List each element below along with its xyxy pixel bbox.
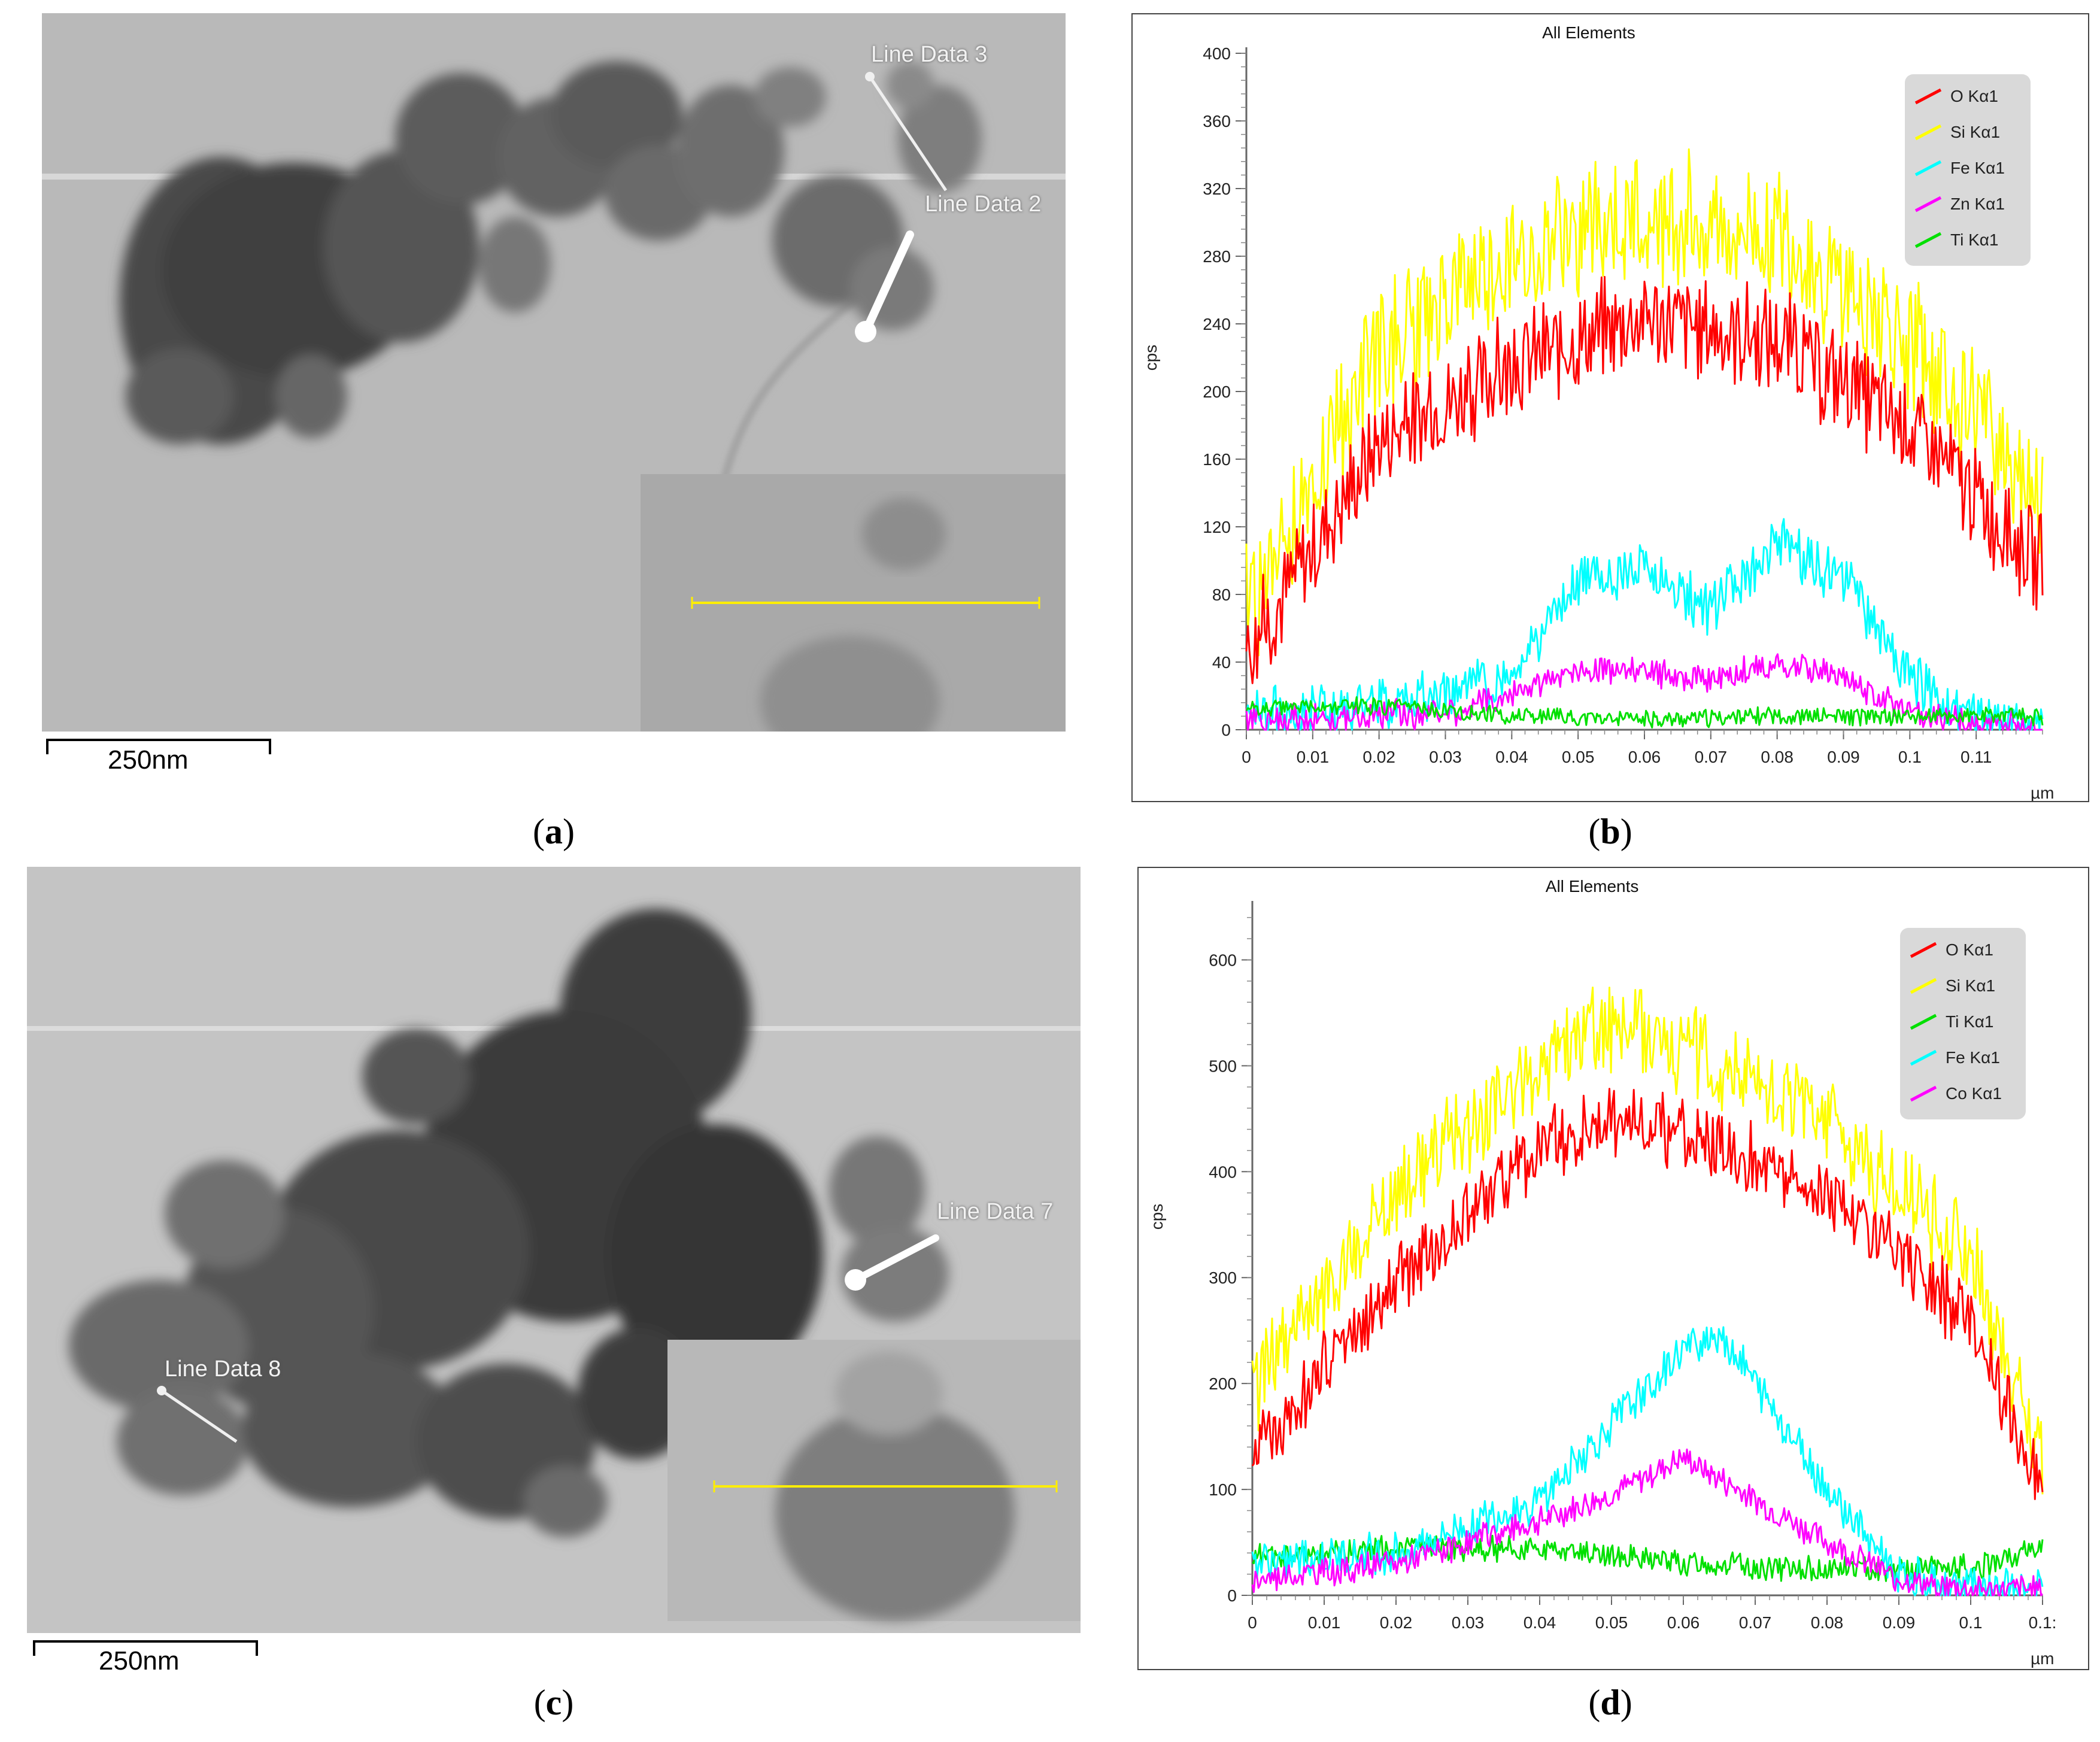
series-line [1245, 653, 2043, 731]
y-tick-label: 320 [1203, 180, 1231, 198]
x-tick-label: 0.1 [1898, 748, 1922, 766]
legend-swatch [1914, 124, 1942, 141]
scale-bar-a [46, 738, 274, 758]
x-tick-label: 0.03 [1452, 1613, 1485, 1632]
y-axis-label: cps [1142, 345, 1160, 371]
legend-swatch [1914, 160, 1942, 177]
y-axis-label: cps [1148, 1204, 1166, 1230]
x-tick-label: 0.1: [2029, 1613, 2057, 1632]
x-tick-label: 0.09 [1883, 1613, 1916, 1632]
x-tick-label: 0.05 [1595, 1613, 1628, 1632]
line-data-label: Line Data 2 [925, 192, 1042, 217]
legend-entry: Si Kα1 [1946, 976, 1995, 995]
legend-swatch [1910, 1013, 1937, 1030]
y-tick-label: 280 [1203, 247, 1231, 266]
chart-title: All Elements [1546, 877, 1639, 896]
legend-swatch [1914, 232, 1942, 248]
x-tick-label: 0.06 [1628, 748, 1661, 766]
x-tick-label: 0.07 [1739, 1613, 1772, 1632]
y-tick-label: 300 [1209, 1268, 1237, 1287]
tem-image-c-graphic [27, 867, 1081, 1633]
chart-b-svg: All Elements cps µm 0 40 80 120 160 200 240 280 320… [1142, 23, 2054, 801]
legend-swatch [1910, 1085, 1937, 1102]
x-tick-label: 0.09 [1827, 748, 1860, 766]
scale-bar-label-a: 250nm [108, 745, 189, 775]
y-tick-label: 400 [1209, 1163, 1237, 1181]
y-tick-label: 200 [1209, 1374, 1237, 1393]
x-axis-unit: µm [2031, 1649, 2054, 1668]
legend-swatch [1910, 942, 1937, 958]
chart-d: All Elements cps µm 0 100 200 300 400 500 600 0 0.0… [1137, 867, 2089, 1670]
legend-entry: Fe Kα1 [1950, 159, 2005, 177]
scale-bar-label-c: 250nm [99, 1646, 180, 1676]
legend-box [1905, 74, 2031, 266]
tem-image-c: Line Data 7 Line Data 8 [27, 867, 1081, 1633]
series-line [1251, 1326, 2044, 1597]
series-line [1251, 987, 2044, 1495]
series-line [1245, 518, 2044, 731]
x-tick-label: 0.08 [1761, 748, 1794, 766]
series-line [1251, 1448, 2044, 1597]
line-data-label: Line Data 7 [937, 1199, 1054, 1224]
chart-b: All Elements cps µm 0 40 80 120 160 200 240 280 320… [1131, 13, 2089, 802]
x-tick-label: 0.04 [1524, 1613, 1556, 1632]
series-line [1245, 696, 2044, 729]
y-tick-label: 0 [1221, 721, 1231, 739]
series-line [1251, 1088, 2044, 1500]
x-tick-label: 0.06 [1667, 1613, 1700, 1632]
y-tick-label: 160 [1203, 450, 1231, 469]
legend-entry: Si Kα1 [1950, 123, 2000, 141]
tem-image-a: Line Data 3 Line Data 2 [42, 13, 1066, 732]
x-tick-label: 0.02 [1362, 748, 1395, 766]
scale-bar-c [33, 1639, 260, 1660]
legend-swatch [1910, 978, 1937, 994]
x-tick-label: 0.02 [1380, 1613, 1413, 1632]
x-axis-unit: µm [2031, 784, 2054, 801]
line-data-label: Line Data 8 [165, 1356, 281, 1382]
legend-entry: O Kα1 [1946, 940, 1993, 959]
panel-caption-c: (c) [533, 1683, 574, 1722]
x-tick-label: 0.04 [1495, 748, 1528, 766]
series-line [1245, 148, 2044, 657]
panel-caption-d: (d) [1588, 1683, 1632, 1722]
tem-image-a-graphic [42, 13, 1066, 732]
x-tick-label: 0.07 [1695, 748, 1728, 766]
x-tick-label: 0.01 [1308, 1613, 1341, 1632]
y-tick-label: 40 [1212, 653, 1231, 672]
x-tick-label: 0 [1242, 748, 1251, 766]
y-tick-label: 400 [1203, 44, 1231, 63]
panel-caption-a: (a) [533, 812, 575, 851]
y-tick-label: 100 [1209, 1480, 1237, 1499]
line-data-label: Line Data 3 [871, 42, 988, 67]
y-tick-label: 200 [1203, 383, 1231, 401]
legend-entry: Co Kα1 [1946, 1084, 2002, 1103]
series-line [1245, 276, 2044, 684]
y-tick-label: 600 [1209, 951, 1237, 969]
x-tick-label: 0 [1248, 1613, 1257, 1632]
legend-swatch [1910, 1049, 1937, 1066]
legend-entry: Fe Kα1 [1946, 1048, 2000, 1067]
legend-swatch [1914, 88, 1942, 105]
y-tick-label: 120 [1203, 518, 1231, 536]
legend-box [1900, 928, 2026, 1119]
x-tick-label: 0.1 [1959, 1613, 1983, 1632]
legend-entry: O Kα1 [1950, 87, 1998, 105]
chart-d-svg: All Elements cps µm 0 100 200 300 400 500 600 0 0.0… [1148, 877, 2057, 1668]
y-tick-label: 360 [1203, 112, 1231, 131]
chart-title: All Elements [1542, 23, 1635, 42]
y-tick-label: 0 [1227, 1586, 1237, 1605]
legend-swatch [1914, 196, 1942, 213]
x-tick-label: 0.11 [1961, 748, 1992, 766]
y-tick-label: 500 [1209, 1057, 1237, 1075]
legend-entry: Zn Kα1 [1950, 195, 2005, 213]
x-tick-label: 0.08 [1811, 1613, 1844, 1632]
panel-caption-b: (b) [1588, 812, 1632, 851]
x-tick-label: 0.03 [1429, 748, 1462, 766]
y-tick-label: 80 [1212, 585, 1231, 604]
legend-entry: Ti Kα1 [1950, 230, 1999, 249]
y-tick-label: 240 [1203, 315, 1231, 333]
x-tick-label: 0.01 [1297, 748, 1330, 766]
x-tick-label: 0.05 [1562, 748, 1595, 766]
legend-entry: Ti Kα1 [1946, 1012, 1994, 1031]
